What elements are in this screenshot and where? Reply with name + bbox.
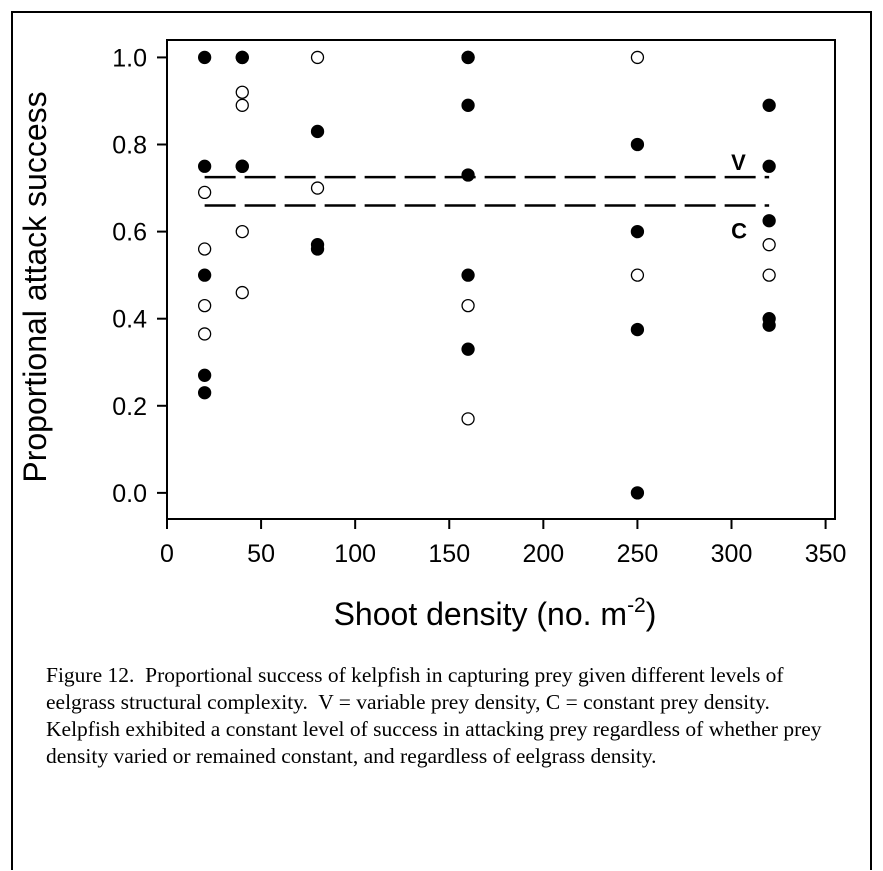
data-point-open — [235, 98, 249, 112]
data-point-open — [197, 327, 212, 341]
data-point-filled — [197, 368, 212, 382]
data-point-open — [762, 238, 776, 252]
x-tick-label: 350 — [805, 540, 847, 568]
x-tick-label: 300 — [711, 540, 753, 568]
plot-area — [166, 39, 836, 520]
data-point-filled — [235, 159, 249, 173]
figure-caption: Figure 12. Proportional success of kelpf… — [46, 663, 827, 768]
data-point-open — [461, 412, 475, 426]
data-point-open — [197, 242, 212, 256]
data-point-open — [197, 298, 212, 313]
data-point-filled — [461, 268, 475, 282]
x-axis-title-close: ) — [646, 596, 657, 632]
data-point-open — [630, 50, 645, 65]
figure-frame — [11, 11, 872, 870]
data-point-filled — [630, 322, 645, 337]
x-tick-label: 200 — [522, 540, 564, 568]
data-point-filled — [197, 268, 212, 282]
data-point-filled — [310, 124, 325, 139]
data-point-filled — [630, 224, 645, 239]
x-axis-title: Shoot density (no. m-2) — [334, 594, 657, 632]
data-point-filled — [235, 50, 249, 65]
data-point-filled — [630, 137, 645, 152]
data-point-filled — [197, 386, 212, 400]
x-axis: 0 50 100 150 200 250 300 350 — [160, 519, 846, 568]
data-point-filled — [630, 486, 645, 500]
y-tick-label: 0.6 — [112, 219, 147, 247]
x-tick-label: 150 — [428, 540, 470, 568]
y-tick-label: 0.4 — [112, 306, 147, 334]
x-axis-title-sup: -2 — [627, 594, 646, 617]
scatter-chart: 0 50 100 150 200 250 300 350 0.0 0.2 0.4 0.6 0.8 1.0… — [17, 39, 846, 632]
data-point-filled — [461, 50, 475, 65]
x-tick-label: 100 — [334, 540, 376, 568]
reference-lines: VC — [204, 150, 770, 243]
reference-line-label-c: C — [731, 218, 747, 243]
data-point-filled — [197, 50, 212, 65]
data-point-open — [762, 268, 776, 282]
data-point-open — [235, 285, 249, 300]
y-tick-label: 0.2 — [112, 393, 147, 421]
data-point-open — [235, 224, 249, 239]
data-point-filled — [461, 342, 475, 356]
y-axis: 0.0 0.2 0.4 0.6 0.8 1.0 — [112, 44, 167, 508]
data-point-filled — [762, 159, 776, 173]
reference-line-label-v: V — [731, 150, 746, 175]
data-point-filled — [310, 242, 325, 256]
x-tick-label: 0 — [160, 540, 174, 568]
data-point-filled — [461, 168, 475, 182]
data-point-open — [461, 298, 475, 313]
data-point-filled — [762, 214, 776, 228]
data-point-filled — [197, 159, 212, 173]
data-point-open — [630, 268, 645, 282]
data-point-open — [310, 181, 325, 195]
data-point-filled — [762, 98, 776, 112]
data-point-open — [310, 50, 325, 65]
y-tick-label: 0.8 — [112, 132, 147, 160]
data-point-open — [197, 185, 212, 200]
data-point-filled — [762, 318, 776, 332]
y-tick-label: 0.0 — [112, 480, 147, 508]
x-axis-title-text: Shoot density (no. m — [334, 596, 627, 632]
y-tick-label: 1.0 — [112, 44, 147, 72]
data-point-open — [235, 85, 249, 99]
x-tick-label: 250 — [617, 540, 659, 568]
data-points — [197, 50, 776, 500]
plot-border — [166, 39, 836, 520]
y-axis-title: Proportional attack success — [17, 91, 53, 482]
data-point-filled — [461, 98, 475, 112]
x-tick-label: 50 — [247, 540, 275, 568]
